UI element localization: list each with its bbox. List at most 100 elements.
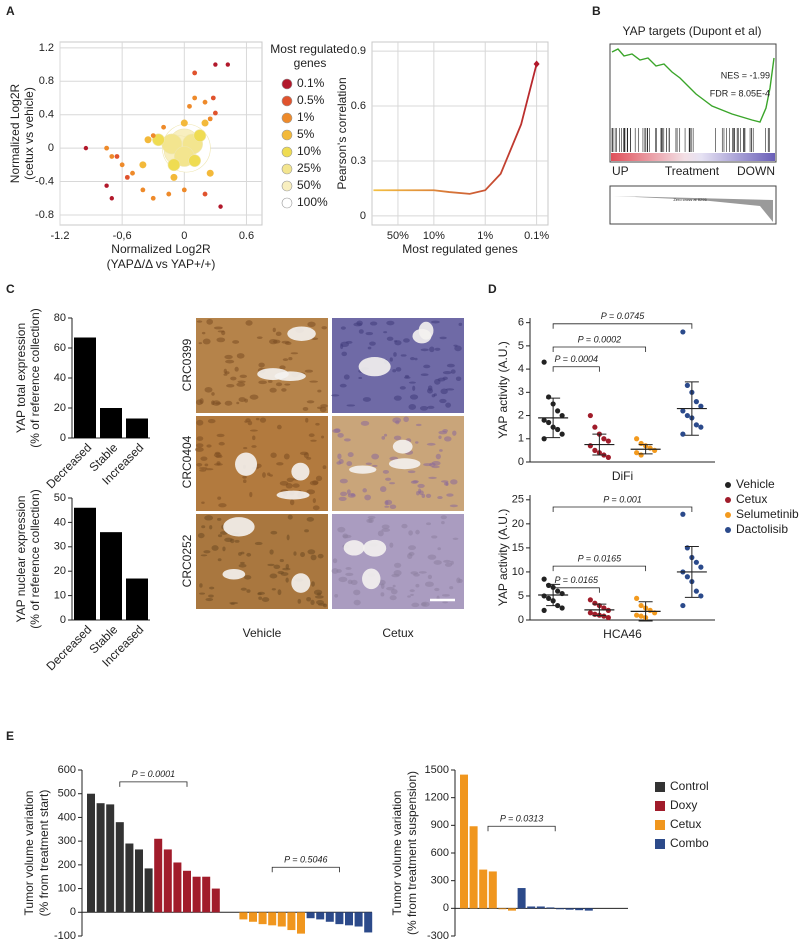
legend-swatch (281, 95, 293, 107)
y-tick-label: 900 (431, 819, 449, 831)
tissue-cell (435, 453, 441, 460)
legend-label: Cetux (670, 817, 701, 831)
tissue-cell (199, 592, 206, 595)
tissue-cell (311, 581, 315, 587)
tissue-cell (427, 554, 437, 560)
tissue-cell (437, 547, 441, 551)
point (546, 582, 552, 588)
tissue-cell (321, 435, 325, 439)
tissue-cell (203, 550, 211, 554)
point (638, 613, 644, 619)
tissue-cell (390, 588, 398, 595)
tissue-cell (411, 602, 420, 608)
point (188, 154, 201, 167)
tissue-cell (204, 386, 213, 393)
tissue-cell (365, 462, 372, 465)
tissue-cell (415, 441, 419, 444)
tissue-cell (381, 436, 386, 440)
tissue-cell (242, 479, 247, 484)
tissue-cell (285, 563, 290, 570)
tissue-cell (386, 586, 395, 591)
tissue-lumen (363, 539, 387, 557)
tissue-cell (410, 593, 414, 596)
bar (345, 912, 353, 926)
tissue-cell (275, 331, 282, 337)
tissue-cell (393, 562, 402, 568)
gsea-title: YAP targets (Dupont et al) (623, 24, 762, 38)
y-tick-label: -100 (54, 930, 76, 942)
x-tick-label: 10% (423, 230, 445, 242)
bar (135, 849, 143, 913)
tissue-cell (270, 452, 277, 458)
y-tick-label: 0 (518, 614, 524, 626)
tissue-cell (196, 463, 203, 467)
point (124, 174, 130, 180)
y-tick-label: 600 (58, 764, 76, 776)
tissue-lumen (388, 458, 421, 470)
tissue-cell (340, 326, 346, 330)
row-label: CRC0404 (180, 435, 194, 488)
y-tick-label: 60 (54, 342, 66, 354)
tissue-cell (358, 329, 364, 334)
x-axis-label: DiFi (612, 469, 633, 483)
tissue-cell (267, 380, 273, 383)
point (698, 593, 704, 599)
point (104, 183, 109, 188)
bar (498, 908, 507, 910)
tissue-cell (408, 551, 415, 556)
point (587, 443, 593, 449)
point (114, 154, 120, 159)
tissue-cell (206, 318, 214, 325)
point (161, 124, 166, 130)
tissue-cell (282, 358, 289, 362)
tissue-cell (391, 573, 400, 578)
y-tick-label: 1.2 (39, 42, 54, 54)
tissue-cell (343, 374, 350, 380)
legend-swatch (725, 497, 731, 503)
tissue-cell (201, 331, 206, 335)
tissue-cell (353, 599, 361, 606)
tissue-cell (234, 539, 240, 543)
point (601, 605, 607, 611)
tissue-cell (420, 348, 429, 352)
legend-label: Doxy (670, 798, 697, 812)
y-tick-label: 0 (70, 906, 76, 918)
tissue-cell (261, 597, 270, 603)
tissue-cell (445, 481, 449, 487)
tissue-cell (408, 403, 417, 410)
tissue-cell (302, 406, 309, 411)
tissue-cell (320, 404, 328, 408)
correlation-line (373, 63, 538, 195)
tissue-cell (204, 463, 209, 467)
tissue-cell (196, 419, 204, 426)
tissue-cell (255, 463, 262, 468)
y-tick-label: -0.8 (35, 209, 54, 221)
tissue-cell (371, 464, 378, 467)
point (647, 445, 653, 451)
tissue-cell (428, 476, 437, 479)
bar (258, 912, 267, 925)
tissue-cell (211, 545, 219, 551)
sd-whisker (684, 545, 699, 598)
y-tick-label: 2 (518, 409, 524, 421)
tissue-cell (280, 572, 289, 576)
tissue-cell (418, 571, 427, 574)
tissue-cell (450, 479, 458, 485)
y-tick-label: 20 (54, 565, 66, 577)
tissue-cell (317, 553, 324, 559)
tissue-cell (273, 564, 281, 570)
tissue-cell (437, 496, 443, 500)
end-marker (533, 60, 540, 68)
significance-bracket (552, 323, 693, 329)
tissue-lumen (358, 356, 391, 377)
gsea-up: UP (612, 164, 629, 178)
point (202, 191, 208, 197)
tissue-cell (269, 573, 278, 579)
bar (546, 907, 555, 909)
tissue-cell (445, 402, 452, 408)
tissue-cell (386, 336, 394, 341)
tissue-cell (236, 353, 245, 359)
tissue-cell (286, 534, 290, 541)
tissue-cell (337, 453, 342, 460)
